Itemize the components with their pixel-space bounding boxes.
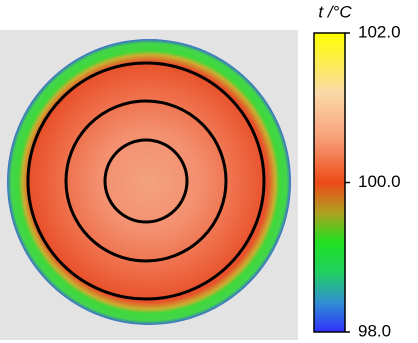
ring [103, 138, 189, 224]
ring [64, 99, 228, 263]
thermal-disc [7, 39, 291, 325]
tick-label: 102.0 [358, 22, 401, 41]
ring [26, 61, 266, 301]
colorbar-title: t /°C [318, 2, 352, 21]
tick-label: 100.0 [358, 172, 401, 191]
tick-label: 98.0 [358, 321, 391, 340]
rings [26, 61, 266, 301]
colorbar [313, 32, 346, 333]
